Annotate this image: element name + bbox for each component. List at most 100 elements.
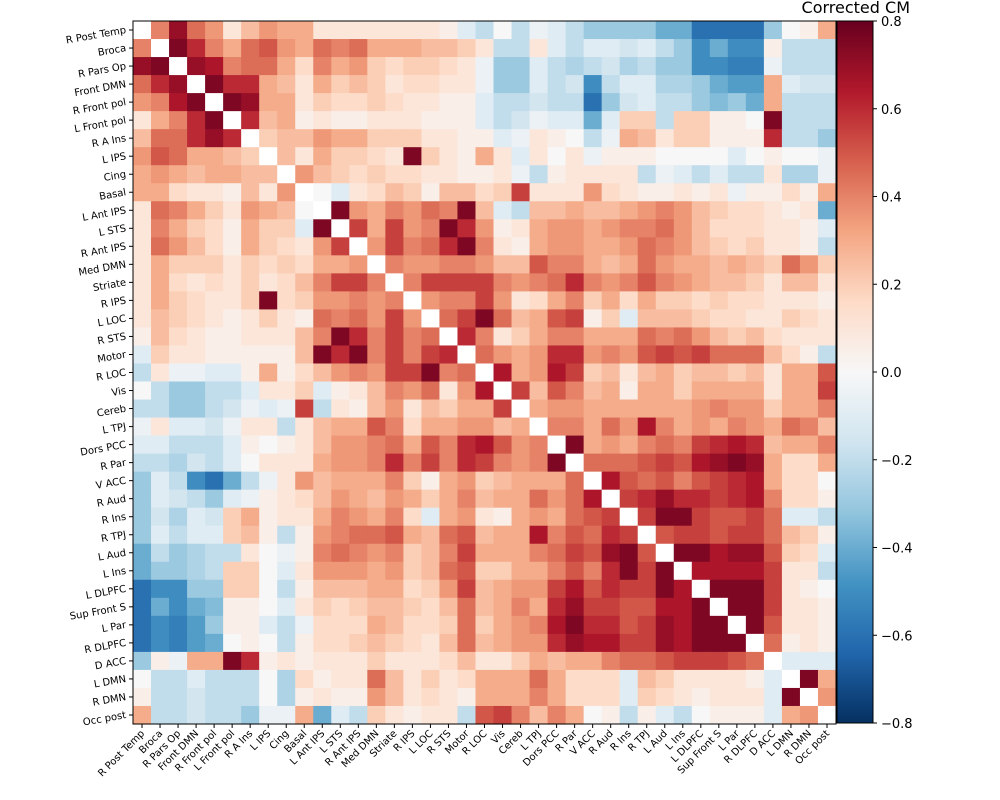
heatmap-cell <box>133 525 152 545</box>
heatmap-cell <box>493 579 513 599</box>
heatmap-cell <box>727 525 747 545</box>
heatmap-cell <box>169 525 188 545</box>
heatmap-cell <box>475 651 495 671</box>
heatmap-cell <box>169 363 188 383</box>
heatmap-cell <box>385 147 404 166</box>
heatmap-cell <box>529 237 549 256</box>
heatmap-cell <box>187 543 206 563</box>
heatmap-cell <box>511 255 531 274</box>
heatmap-cell <box>313 399 332 419</box>
heatmap-cell <box>385 75 404 94</box>
heatmap-cell <box>529 543 549 563</box>
heatmap-cell <box>295 219 314 238</box>
heatmap-cell <box>151 507 170 527</box>
heatmap-cell <box>205 471 224 491</box>
heatmap-cell <box>637 345 657 365</box>
heatmap-cell <box>709 273 729 292</box>
heatmap-cell <box>655 615 675 635</box>
heatmap-cell <box>619 345 639 365</box>
heatmap-cell <box>151 219 170 238</box>
y-tick-label: Cing <box>103 169 127 184</box>
heatmap-cell <box>745 183 765 202</box>
heatmap-cell <box>709 597 729 617</box>
heatmap-cell <box>277 417 296 437</box>
heatmap-cell <box>403 273 423 292</box>
heatmap-cell <box>475 291 495 311</box>
heatmap-cell <box>403 561 423 581</box>
heatmap-cell <box>223 687 242 707</box>
heatmap-cell <box>511 201 531 220</box>
heatmap-cell <box>295 39 314 58</box>
heatmap-cell <box>349 327 368 347</box>
heatmap-cell <box>187 561 206 581</box>
heatmap-cell <box>565 219 585 238</box>
heatmap-cell <box>277 399 296 419</box>
heatmap-cell <box>529 39 549 58</box>
heatmap-cell <box>133 75 152 94</box>
heatmap-cell <box>619 111 639 130</box>
heatmap-cell <box>259 615 278 635</box>
heatmap-cell <box>493 381 513 401</box>
heatmap-cell <box>547 651 567 671</box>
heatmap-cell <box>205 417 224 437</box>
heatmap-cell <box>583 183 603 202</box>
heatmap-cell <box>295 651 314 671</box>
heatmap-cell <box>475 309 495 329</box>
heatmap-cell <box>799 525 819 545</box>
heatmap-cell <box>655 129 675 148</box>
heatmap-cell <box>169 129 188 148</box>
heatmap-cell <box>133 579 152 599</box>
y-tick-label: Motor <box>97 349 128 365</box>
heatmap-cell <box>367 363 386 383</box>
heatmap-cell <box>349 111 368 130</box>
heatmap-cell <box>313 435 332 455</box>
heatmap-cell <box>691 651 711 671</box>
heatmap-cell <box>691 705 711 725</box>
heatmap-cell <box>475 219 495 238</box>
heatmap-cell <box>655 363 675 383</box>
heatmap-cell <box>241 705 260 725</box>
heatmap-cell <box>799 687 819 707</box>
heatmap-cell <box>295 381 314 401</box>
heatmap-cell <box>691 597 711 617</box>
heatmap-cell <box>493 453 513 473</box>
heatmap-cell <box>277 507 296 527</box>
heatmap-cell <box>745 165 765 184</box>
heatmap-cell <box>565 183 585 202</box>
heatmap-cell <box>223 399 242 419</box>
heatmap-cell <box>223 111 242 130</box>
heatmap-cell <box>349 183 368 202</box>
heatmap-cell <box>511 345 531 365</box>
heatmap-cell <box>259 381 278 401</box>
heatmap-cell <box>529 309 549 329</box>
heatmap-cell <box>583 57 603 76</box>
heatmap-cell <box>511 597 531 617</box>
heatmap-cell <box>565 273 585 292</box>
heatmap-cell <box>547 147 567 166</box>
heatmap-cell <box>187 93 206 112</box>
heatmap-cell <box>637 615 657 635</box>
heatmap-cell <box>601 183 621 202</box>
heatmap-cell <box>637 471 657 491</box>
heatmap-cell <box>601 111 621 130</box>
heatmap-cell <box>349 201 368 220</box>
heatmap-cell <box>187 435 206 455</box>
heatmap-cell <box>349 633 368 653</box>
heatmap-cell <box>187 471 206 491</box>
heatmap-cell <box>673 129 693 148</box>
heatmap-cell <box>313 381 332 401</box>
heatmap-cell <box>277 57 296 76</box>
heatmap-cell <box>565 255 585 274</box>
heatmap-cell <box>223 345 242 365</box>
heatmap-cell <box>817 579 837 599</box>
heatmap-cell <box>619 561 639 581</box>
heatmap-cell <box>367 471 386 491</box>
heatmap-cell <box>259 705 278 725</box>
heatmap-cell <box>817 147 837 166</box>
heatmap-cell <box>169 111 188 130</box>
heatmap-cell <box>547 417 567 437</box>
y-tick-label: Med DMN <box>78 259 127 278</box>
y-tick-label: Front DMN <box>74 79 127 99</box>
colorbar-tick-label: −0.8 <box>881 717 913 732</box>
heatmap-cell <box>655 273 675 292</box>
